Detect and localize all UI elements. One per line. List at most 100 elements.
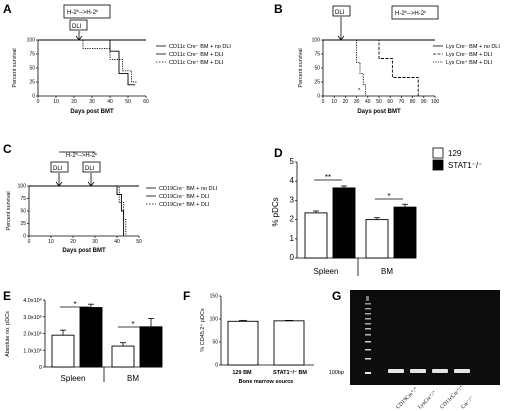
panel-b-xlabel: Days post BMT	[357, 109, 401, 115]
panel-f-bar-1	[227, 320, 259, 366]
legend-a-1: CD11c Cre⁻ BM + no DLI	[169, 44, 231, 50]
panel-a-dli-label: DLI	[72, 24, 82, 30]
panel-f-bar-2	[273, 320, 305, 366]
panel-b-series-2	[323, 39, 419, 96]
legend-c-2: CD19Cre⁻ BM + DLI	[159, 194, 210, 200]
panel-c-xtick: 40	[114, 239, 120, 245]
panel-c-ytick: 100	[18, 184, 27, 190]
panel-b-xtick: 90	[421, 99, 427, 105]
panel-b-xtick: 10	[331, 99, 337, 105]
legend-c-3: CD19Cre⁺ BM + DLI	[159, 201, 210, 208]
panel-b-xtick: 50	[376, 99, 382, 105]
panel-b-condition-box	[391, 5, 439, 20]
gel-lane-2: LysCre⁺/⁺	[416, 389, 437, 410]
panel-a-xtick: 50	[125, 99, 131, 105]
panel-c-series-2	[29, 185, 125, 236]
gel-band-3	[432, 369, 448, 373]
panel-d-label: D	[274, 146, 283, 160]
panel-b: B H-2b-->H-2k DLI 0 25 50 75 100 0 10 20 30 40 50 6…	[274, 2, 500, 115]
gel-lane-4: Cre⁻/⁻	[460, 395, 475, 410]
panel-a-xtick: 10	[53, 99, 59, 105]
panel-a-dli-box	[69, 19, 88, 31]
panel-c-dli-label-2: DLI	[85, 166, 95, 172]
legend-a-2: CD11c Cre⁻ BM + DLI	[169, 52, 224, 58]
panel-b-ytick: 25	[314, 80, 320, 86]
panel-c-label: C	[3, 142, 12, 156]
panel-c-series-3	[29, 185, 127, 236]
panel-a-legend: CD11c Cre⁻ BM + no DLI CD11c Cre⁻ BM + D…	[156, 44, 231, 66]
panel-c: C H-2b-->H-2k DLI DLI 0 25 50 75 100 0 10 20 30 4…	[3, 142, 218, 254]
panel-b-xtick: 100	[431, 99, 440, 105]
panel-e-ytick: 4.0x10⁶	[23, 297, 42, 304]
gel-lane-labels: CD19Cre⁺/⁺ LysCre⁺/⁺ CD11cCre⁺/⁺ Cre⁻/⁻	[394, 384, 475, 411]
panel-b-xtick: 0	[322, 99, 325, 105]
panel-d-ytick: 4	[290, 176, 295, 185]
panel-c-dli-label-1: DLI	[53, 166, 63, 172]
panel-f-ytick: 50	[212, 340, 218, 346]
legend-b-2: Lys Cre⁻ BM + DLI	[446, 52, 493, 58]
panel-c-xtick: 20	[70, 239, 76, 245]
panel-a-xtick: 0	[37, 99, 40, 105]
panel-e: E 0 1.0x10⁶ 2.0x10⁶ 3.0x10⁶ 4.0x10⁶ Absolute…	[3, 289, 163, 383]
panel-a-condition: H-2b-->H-2k	[67, 8, 98, 16]
panel-b-series-3	[323, 39, 367, 96]
panel-d-ylabel: % pDCs	[271, 197, 280, 226]
panel-b-xtick: 70	[399, 99, 405, 105]
panel-a-label: A	[3, 2, 12, 16]
panel-e-ytick: 0	[39, 365, 42, 371]
panel-a-ytick: 100	[27, 38, 36, 44]
panel-a-ytick: 25	[29, 80, 35, 86]
panel-g: G 100bp CD19Cre⁺/⁺ LysCre⁺/⁺ CD11cCre⁺/⁺…	[329, 289, 500, 410]
panel-e-label: E	[3, 289, 11, 303]
panel-f-ytick: 100	[210, 317, 219, 323]
panel-a-ytick: 75	[29, 52, 35, 58]
panel-c-dli-box-1	[50, 161, 69, 173]
panel-b-xtick: 30	[354, 99, 360, 105]
panel-d-cat-1: Spleen	[314, 267, 339, 276]
panel-a-ylabel: Percent survival	[12, 48, 18, 87]
panel-e-sig-1: *	[73, 300, 76, 309]
gel-band-4	[454, 369, 470, 373]
panel-b-dli-box	[332, 5, 351, 17]
panel-a-xtick: 40	[107, 99, 113, 105]
legend-d-129: 129	[448, 149, 462, 158]
panel-b-ytick: 50	[314, 66, 320, 72]
panel-a-ytick: 50	[29, 66, 35, 72]
panel-b-ytick: 100	[312, 38, 321, 44]
panel-b-ylabel: Percent survival	[298, 48, 304, 87]
panel-b-dli-label: DLI	[335, 10, 345, 16]
panel-f: F 0 50 100 150 % CD45.2⁺ pDCs 129 BM STAT1⁻…	[183, 289, 314, 385]
panel-e-bar-1-1	[51, 334, 75, 368]
panel-c-ytick: 25	[20, 221, 26, 227]
panel-d-ytick: 2	[290, 215, 295, 224]
panel-a-xtick: 60	[143, 99, 149, 105]
panel-c-legend: CD19Cre⁻ BM + no DLI CD19Cre⁻ BM + DLI C…	[146, 186, 218, 208]
panel-d-bar-2-2	[393, 206, 417, 259]
panel-a-condition-box	[63, 4, 111, 19]
legend-b-3: Lys Cre⁺ BM + DLI	[446, 59, 493, 66]
panel-c-xlabel: Days post BMT	[62, 248, 106, 254]
panel-g-label: G	[332, 289, 341, 303]
gel-band-1	[388, 369, 404, 373]
panel-e-ylabel: Absolute no. pDCs	[5, 311, 11, 357]
panel-e-sig-2: *	[131, 320, 134, 329]
panel-d-legend: 129 STAT1⁻/⁻	[432, 147, 482, 171]
panel-c-xtick: 30	[92, 239, 98, 245]
gel-ladder	[365, 296, 371, 374]
panel-c-ytick: 0	[23, 234, 26, 240]
panel-e-ytick: 2.0x10⁶	[23, 331, 42, 338]
gel-band-2	[410, 369, 426, 373]
panel-c-ytick: 50	[20, 209, 26, 215]
panel-b-legend: Lys Cre⁻ BM + no DLI Lys Cre⁻ BM + DLI L…	[433, 44, 500, 66]
panel-d-bar-1-2	[332, 187, 356, 259]
panel-d: D 0 1 2 3 4 5 % pDCs Spleen BM ** * 129 STAT1…	[271, 146, 482, 276]
legend-a-3: CD11c Cre⁺ BM + DLI	[169, 59, 224, 66]
legend-d-swatch-129	[432, 147, 444, 159]
panel-c-condition: H-2b-->H-2k	[66, 151, 97, 159]
legend-c-1: CD19Cre⁻ BM + no DLI	[159, 186, 218, 192]
gel-marker-label: 100bp	[329, 370, 344, 376]
panel-c-ytick: 75	[20, 196, 26, 202]
panel-d-ytick: 0	[290, 253, 295, 262]
panel-d-ytick: 3	[290, 195, 295, 204]
